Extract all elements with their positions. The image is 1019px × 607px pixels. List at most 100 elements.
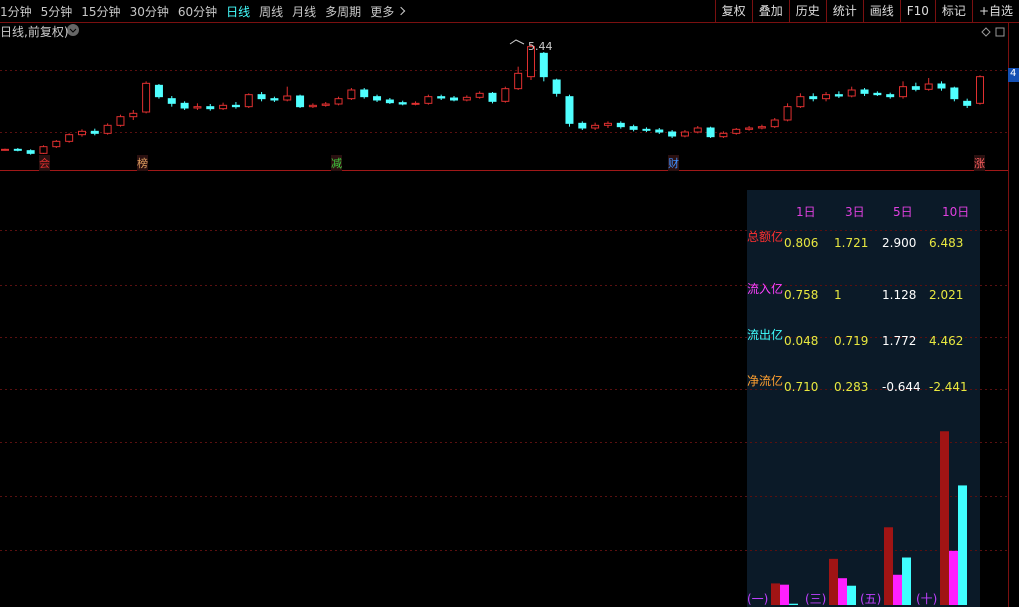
dropdown-arrow: [69, 28, 77, 33]
toolbar-buttons: 复权 叠加 历史 统计 画线 F10 标记 +自选: [714, 0, 1019, 22]
toolbar-button[interactable]: F10: [899, 0, 935, 22]
candle-body: [937, 83, 946, 89]
candle-body: [270, 98, 279, 101]
flow-bar: [902, 557, 911, 605]
candle-body: [693, 127, 702, 133]
candle-body: [642, 128, 651, 131]
period-tab[interactable]: 1分钟: [0, 4, 32, 19]
flow-bar: [958, 485, 967, 605]
candle-body: [719, 132, 728, 138]
cell-value: 1.128: [882, 288, 917, 302]
candle-body: [847, 89, 856, 97]
cell-value: 4.462: [929, 334, 964, 348]
candle-body: [411, 102, 420, 105]
candle-body: [219, 104, 228, 110]
candle-body: [129, 112, 138, 118]
flow-bar: [789, 603, 798, 605]
diamond-icon[interactable]: [981, 27, 991, 37]
candle-body: [770, 119, 779, 128]
candle-body: [52, 140, 61, 148]
flow-bar: [829, 558, 838, 605]
event-marker[interactable]: 涨: [974, 155, 985, 171]
bar-label: (一): [747, 592, 769, 606]
candle-body: [321, 103, 330, 106]
candle-body: [103, 124, 112, 134]
candle-body: [65, 134, 74, 142]
period-tab[interactable]: 30分钟: [129, 4, 169, 19]
candle-body: [796, 96, 805, 108]
toolbar-button[interactable]: 统计: [825, 0, 863, 22]
candle-body: [398, 102, 407, 105]
candle-body: [373, 96, 382, 101]
column-header: 5日: [893, 205, 913, 219]
cell-value: 0.719: [834, 334, 869, 348]
period-tab[interactable]: 15分钟: [81, 4, 121, 19]
cell-value: 6.483: [929, 236, 964, 250]
candle-body: [976, 76, 984, 104]
column-header: 1日: [796, 205, 816, 219]
toolbar-button[interactable]: 叠加: [751, 0, 789, 22]
candle-body: [142, 82, 151, 113]
event-marker[interactable]: 榜: [137, 155, 148, 171]
candle-body: [539, 52, 548, 78]
row-label: 流入亿: [747, 282, 784, 296]
price-tag-text: 4: [1010, 68, 1017, 79]
toolbar: 1分钟 5分钟 15分钟 30分钟 60分钟 日线 周线 月线 多周期 更多: [0, 0, 1019, 22]
period-tab[interactable]: 周线: [259, 4, 284, 19]
candle-body: [963, 100, 972, 106]
period-tab[interactable]: 60分钟: [177, 4, 218, 19]
period-tab[interactable]: 更多: [370, 4, 395, 19]
price-tag: [1008, 68, 1019, 82]
candle-body: [193, 106, 202, 109]
candle-body: [757, 126, 766, 129]
candle-body: [578, 122, 587, 129]
toolbar-button[interactable]: +自选: [971, 0, 1019, 22]
candle-body: [257, 94, 266, 100]
toolbar-button[interactable]: 画线: [862, 0, 900, 22]
candle-body: [591, 124, 600, 129]
candle-body: [437, 96, 446, 99]
peak-pointer: [509, 39, 525, 45]
candle-body: [822, 94, 831, 100]
flow-bar: [940, 431, 949, 605]
candle-body: [231, 104, 240, 108]
period-tab[interactable]: 日线: [226, 4, 251, 19]
peak-label: 5.44: [528, 40, 553, 53]
candle-body: [565, 96, 574, 124]
candle-body: [347, 89, 356, 100]
settings-icon[interactable]: [995, 27, 1005, 37]
dropdown-icon[interactable]: [67, 24, 79, 36]
candle-body: [514, 72, 523, 90]
candle-body: [860, 89, 869, 94]
candle-body: [308, 104, 317, 108]
event-marker[interactable]: 财: [668, 155, 679, 171]
candle-body: [334, 98, 343, 105]
candle-body: [501, 88, 510, 102]
toolbar-button[interactable]: 标记: [934, 0, 972, 22]
candle-body: [924, 83, 933, 90]
candle-body: [385, 99, 394, 104]
period-tab[interactable]: 5分钟: [40, 4, 73, 19]
flow-bar: [838, 578, 847, 605]
candle-body: [834, 94, 843, 97]
candle-body: [616, 122, 625, 128]
candle-body: [603, 122, 612, 126]
candle-body: [680, 131, 689, 137]
flow-bar: [847, 585, 856, 605]
event-marker[interactable]: 减: [331, 155, 342, 171]
chart-title: 日线,前复权): [0, 25, 69, 39]
cell-value: 0.283: [834, 380, 869, 394]
candle-body: [244, 94, 253, 108]
candle-body: [809, 96, 818, 100]
toolbar-button[interactable]: 复权: [714, 0, 752, 22]
candle-body: [732, 128, 741, 134]
period-tab[interactable]: 多周期: [325, 4, 362, 19]
toolbar-button[interactable]: 历史: [788, 0, 826, 22]
period-tab[interactable]: 月线: [292, 4, 317, 19]
candle-body: [116, 116, 125, 126]
candle-body: [424, 96, 433, 104]
candle-body: [39, 146, 48, 154]
event-marker[interactable]: 会: [39, 155, 50, 171]
cell-value: 0.758: [784, 288, 819, 302]
